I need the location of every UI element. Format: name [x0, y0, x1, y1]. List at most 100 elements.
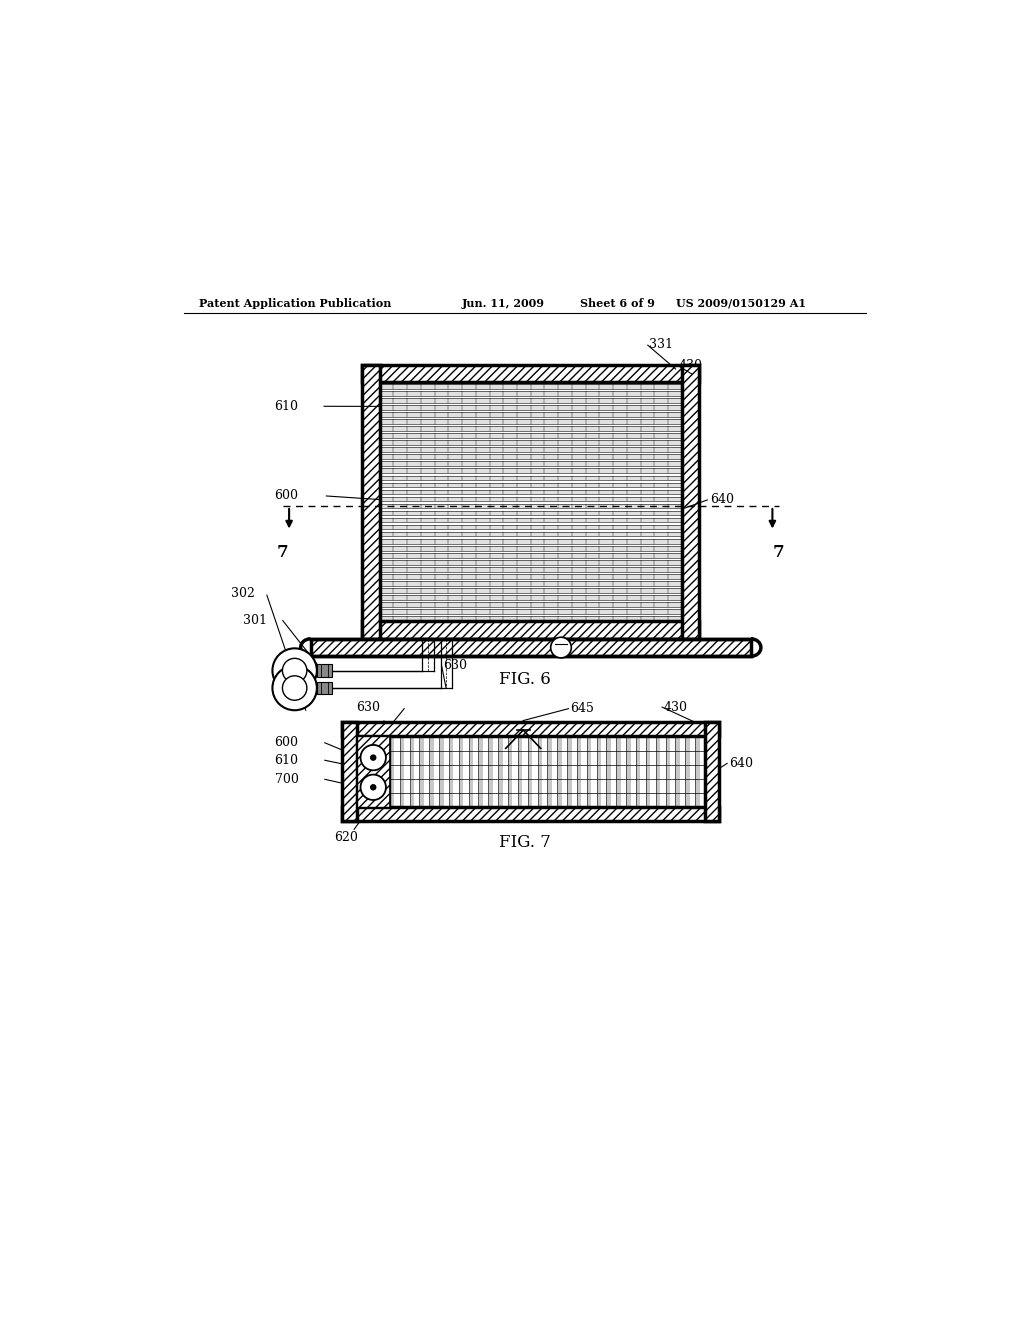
Text: 600: 600	[274, 490, 299, 503]
Circle shape	[272, 665, 316, 710]
Circle shape	[551, 638, 571, 657]
Bar	[518, 737, 522, 807]
Bar	[380, 504, 682, 508]
Bar	[557, 737, 562, 807]
Bar	[380, 532, 682, 536]
Bar	[380, 412, 682, 417]
Bar	[380, 426, 682, 432]
Bar	[597, 737, 601, 807]
Text: 640: 640	[710, 494, 734, 507]
Bar	[342, 722, 356, 821]
Bar	[469, 737, 473, 807]
Bar	[390, 737, 705, 807]
Text: 645: 645	[560, 644, 585, 657]
Bar	[548, 737, 552, 807]
Text: 700: 700	[274, 772, 299, 785]
Bar	[356, 737, 390, 807]
Bar	[676, 737, 680, 807]
Bar	[380, 483, 682, 487]
Bar	[577, 737, 582, 807]
Bar	[478, 737, 483, 807]
Bar	[380, 517, 682, 523]
Bar	[655, 737, 660, 807]
Bar	[459, 737, 463, 807]
Text: Patent Application Publication: Patent Application Publication	[200, 297, 392, 309]
Circle shape	[360, 744, 386, 771]
Bar	[682, 366, 699, 639]
Bar	[380, 399, 682, 403]
Bar	[380, 524, 682, 529]
Text: Sheet 6 of 9: Sheet 6 of 9	[581, 297, 655, 309]
Text: 140: 140	[659, 644, 684, 657]
Text: Jun. 11, 2009: Jun. 11, 2009	[461, 297, 545, 309]
Bar	[380, 469, 682, 474]
Bar	[410, 737, 414, 807]
Text: 620: 620	[334, 830, 358, 843]
Bar	[362, 622, 699, 639]
Bar	[380, 511, 682, 515]
Bar	[380, 391, 682, 396]
Text: FIG. 6: FIG. 6	[499, 671, 551, 688]
Bar	[695, 737, 699, 807]
Text: 645: 645	[570, 702, 594, 715]
Text: 331: 331	[649, 338, 674, 351]
Bar	[380, 383, 682, 622]
Bar	[538, 737, 542, 807]
Text: 630: 630	[356, 701, 380, 714]
Bar	[342, 722, 719, 737]
Bar	[380, 447, 682, 453]
Bar	[646, 737, 650, 807]
Bar	[380, 587, 682, 593]
Text: 610: 610	[274, 754, 299, 767]
Bar	[508, 737, 512, 807]
Bar	[380, 602, 682, 607]
Bar	[627, 737, 631, 807]
Circle shape	[272, 648, 316, 693]
Text: 620: 620	[439, 643, 463, 656]
Bar	[488, 737, 493, 807]
Bar	[380, 383, 682, 622]
Bar	[666, 737, 670, 807]
Bar	[380, 609, 682, 614]
Bar	[356, 737, 705, 807]
Text: 610: 610	[274, 400, 299, 413]
Bar	[380, 475, 682, 480]
Bar	[316, 664, 333, 677]
Bar	[362, 366, 380, 639]
Text: US 2009/0150129 A1: US 2009/0150129 A1	[676, 297, 806, 309]
Bar	[499, 737, 503, 807]
Text: 7: 7	[276, 544, 289, 561]
Bar	[380, 405, 682, 411]
Bar	[420, 737, 424, 807]
Bar	[380, 539, 682, 544]
Text: 430: 430	[679, 359, 702, 371]
Bar	[429, 737, 434, 807]
Bar	[587, 737, 591, 807]
Text: 301: 301	[243, 614, 267, 627]
Bar	[380, 595, 682, 599]
Bar	[342, 807, 719, 821]
Bar	[616, 737, 621, 807]
Bar	[380, 441, 682, 445]
Text: FIG. 7: FIG. 7	[499, 834, 551, 851]
Bar	[380, 566, 682, 572]
Circle shape	[371, 755, 376, 760]
Text: 630: 630	[443, 659, 467, 672]
Bar	[310, 639, 751, 656]
Bar	[390, 737, 394, 807]
Bar	[606, 737, 611, 807]
Bar	[399, 737, 404, 807]
Bar	[380, 433, 682, 438]
Bar	[636, 737, 640, 807]
Bar	[380, 454, 682, 459]
Bar	[567, 737, 571, 807]
Bar	[705, 722, 719, 821]
Bar	[380, 462, 682, 466]
Circle shape	[360, 775, 386, 800]
Bar	[380, 616, 682, 620]
Text: 600: 600	[274, 737, 299, 750]
Bar	[380, 581, 682, 586]
Circle shape	[371, 785, 376, 789]
Bar	[380, 496, 682, 502]
Bar	[685, 737, 690, 807]
